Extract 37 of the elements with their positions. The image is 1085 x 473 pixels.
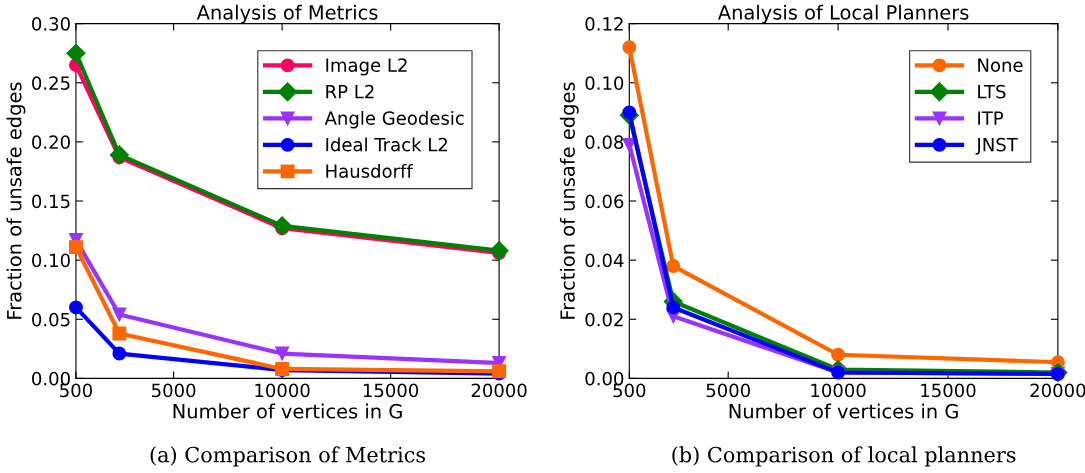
x-tick-label: 20000 xyxy=(471,383,527,398)
y-axis-title: Fraction of unsafe edges xyxy=(559,82,579,319)
y-tick-label: 0.02 xyxy=(585,312,623,327)
y-tick-label: 0.15 xyxy=(32,194,70,209)
y-tick-label: 0.10 xyxy=(32,253,70,268)
x-tick-label: 20000 xyxy=(1030,383,1085,398)
y-tick-label: 0.20 xyxy=(32,135,70,150)
y-tick-label: 0.08 xyxy=(585,135,624,150)
x-tick-label: 15000 xyxy=(363,383,419,398)
x-tick-label: 15000 xyxy=(921,383,976,398)
y-tick-label: 0.25 xyxy=(32,76,70,90)
legend-label: RP L2 xyxy=(326,84,374,99)
legend-label: ITP xyxy=(978,111,1004,125)
x-axis-title: Number of vertices in G xyxy=(729,403,958,419)
legend-label: Image L2 xyxy=(326,58,407,76)
y-tick-label: 0.06 xyxy=(585,194,624,209)
x-tick-label: 10000 xyxy=(255,383,310,398)
chart-title: Analysis of Local Planners xyxy=(717,4,969,24)
y-tick-label: 0.10 xyxy=(585,76,624,90)
y-tick-label: 0.30 xyxy=(32,17,70,31)
legend-label: Hausdorff xyxy=(326,163,414,178)
legend-label: Angle Geodesic xyxy=(324,110,464,129)
x-axis-title: Number of vertices in G xyxy=(173,403,402,419)
legend-label: Ideal Track L2 xyxy=(326,137,448,152)
x-tick-label: 5000 xyxy=(706,383,750,398)
x-tick-label: 10000 xyxy=(811,383,866,398)
y-tick-label: 0.05 xyxy=(32,312,70,327)
y-tick-label: 0.04 xyxy=(585,253,624,268)
legend-label: LTS xyxy=(978,84,1006,99)
legend-label: None xyxy=(978,58,1023,72)
y-tick-label: 0.12 xyxy=(585,17,623,31)
x-tick-label: 5000 xyxy=(152,383,196,398)
text: (a) Comparison of Metrics xyxy=(150,446,425,467)
chart-title: Analysis of Metrics xyxy=(196,4,378,24)
y-axis-title: Fraction of unsafe edges xyxy=(6,82,26,319)
text: (b) Comparison of local planners xyxy=(672,446,1016,467)
legend-label: JNST xyxy=(975,137,1018,155)
